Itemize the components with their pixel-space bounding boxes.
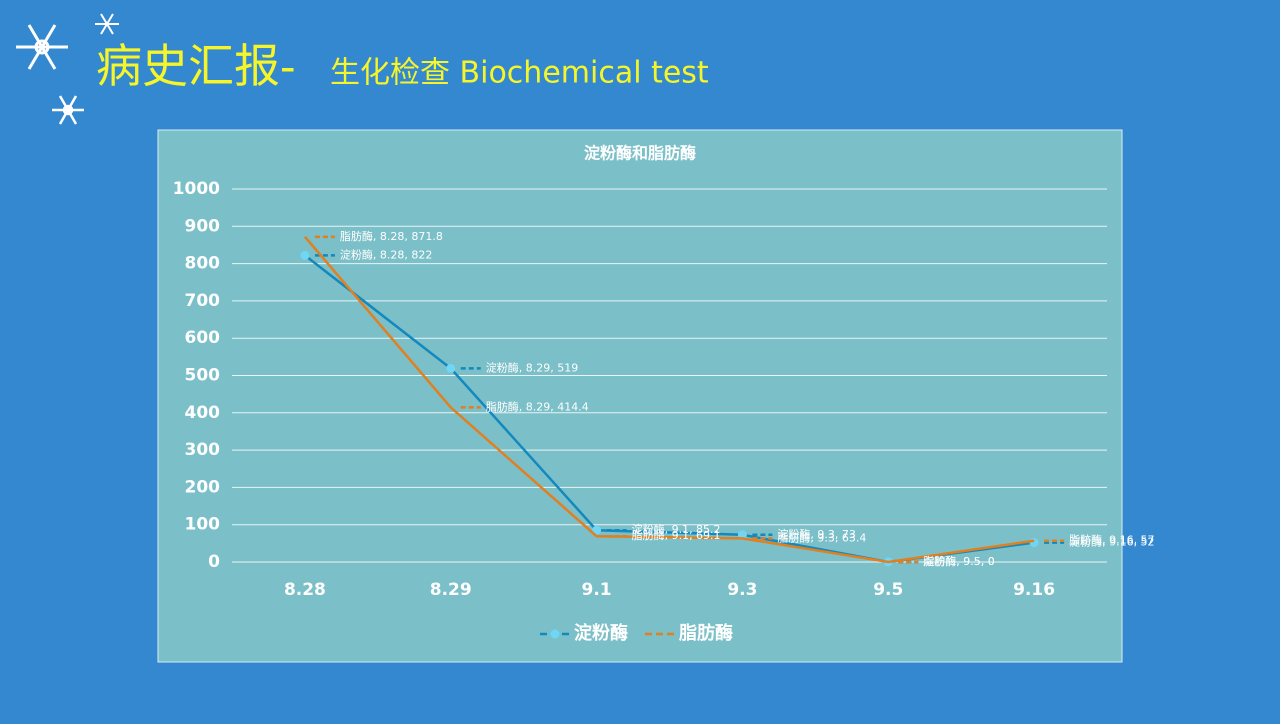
data-point: [592, 525, 602, 535]
data-label: 脂肪酶, 9.1, 69.1: [632, 528, 721, 542]
y-tick-label: 700: [185, 291, 221, 311]
y-tick-label: 500: [185, 366, 221, 386]
legend-marker: [550, 629, 560, 639]
x-tick-label: 9.1: [582, 580, 612, 600]
data-label: 淀粉酶, 9.3, 73: [777, 527, 855, 541]
snowflake-icons: [16, 13, 119, 125]
x-tick-label: 8.29: [430, 580, 472, 600]
x-tick-label: 9.3: [727, 580, 757, 600]
y-tick-label: 200: [185, 477, 221, 497]
data-label: 淀粉酶, 8.29, 519: [486, 360, 578, 374]
series-line: [303, 236, 1035, 564]
y-tick-label: 800: [185, 254, 221, 274]
data-point: [300, 250, 310, 260]
legend-label: 脂肪酶: [679, 622, 733, 644]
data-point: [446, 363, 456, 373]
data-label: 脂肪酶, 9.5, 0: [923, 554, 994, 568]
chart-title: 淀粉酶和脂肪酶: [584, 144, 696, 163]
data-label: 脂肪酶, 8.29, 414.4: [486, 399, 589, 413]
slide-subtitle: 生化检查 Biochemical test: [330, 56, 709, 91]
y-tick-label: 100: [185, 515, 221, 535]
data-label: 淀粉酶, 9.5, 0: [923, 554, 994, 568]
x-tick-label: 9.5: [873, 580, 903, 600]
data-label: 淀粉酶, 9.1, 85.2: [632, 522, 721, 536]
legend-label: 淀粉酶: [574, 622, 628, 644]
data-label: 淀粉酶, 9.16, 52: [1069, 535, 1154, 549]
x-tick-label: 8.28: [284, 580, 326, 600]
y-tick-label: 600: [185, 328, 221, 348]
y-tick-label: 400: [185, 403, 221, 423]
slide-title: 病史汇报-: [96, 39, 296, 93]
data-label: 脂肪酶, 8.28, 871.8: [340, 229, 443, 243]
data-point: [737, 530, 747, 540]
data-label: 脂肪酶, 9.3, 63.4: [777, 530, 866, 544]
y-tick-label: 900: [185, 216, 221, 236]
plot: 0 100 200 300 400 500 600 700 800 900 1000 8.28 8.29…: [173, 179, 1155, 644]
y-tick-label: 300: [185, 440, 221, 460]
data-point: [1029, 538, 1039, 548]
y-tick-label: 0: [208, 552, 220, 572]
chart-panel: [157, 129, 1123, 663]
data-label: 淀粉酶, 8.28, 822: [340, 247, 432, 261]
y-tick-label: 1000: [173, 179, 220, 199]
data-label: 脂肪酶, 9.16, 57: [1069, 533, 1154, 547]
x-tick-label: 9.16: [1013, 580, 1055, 600]
